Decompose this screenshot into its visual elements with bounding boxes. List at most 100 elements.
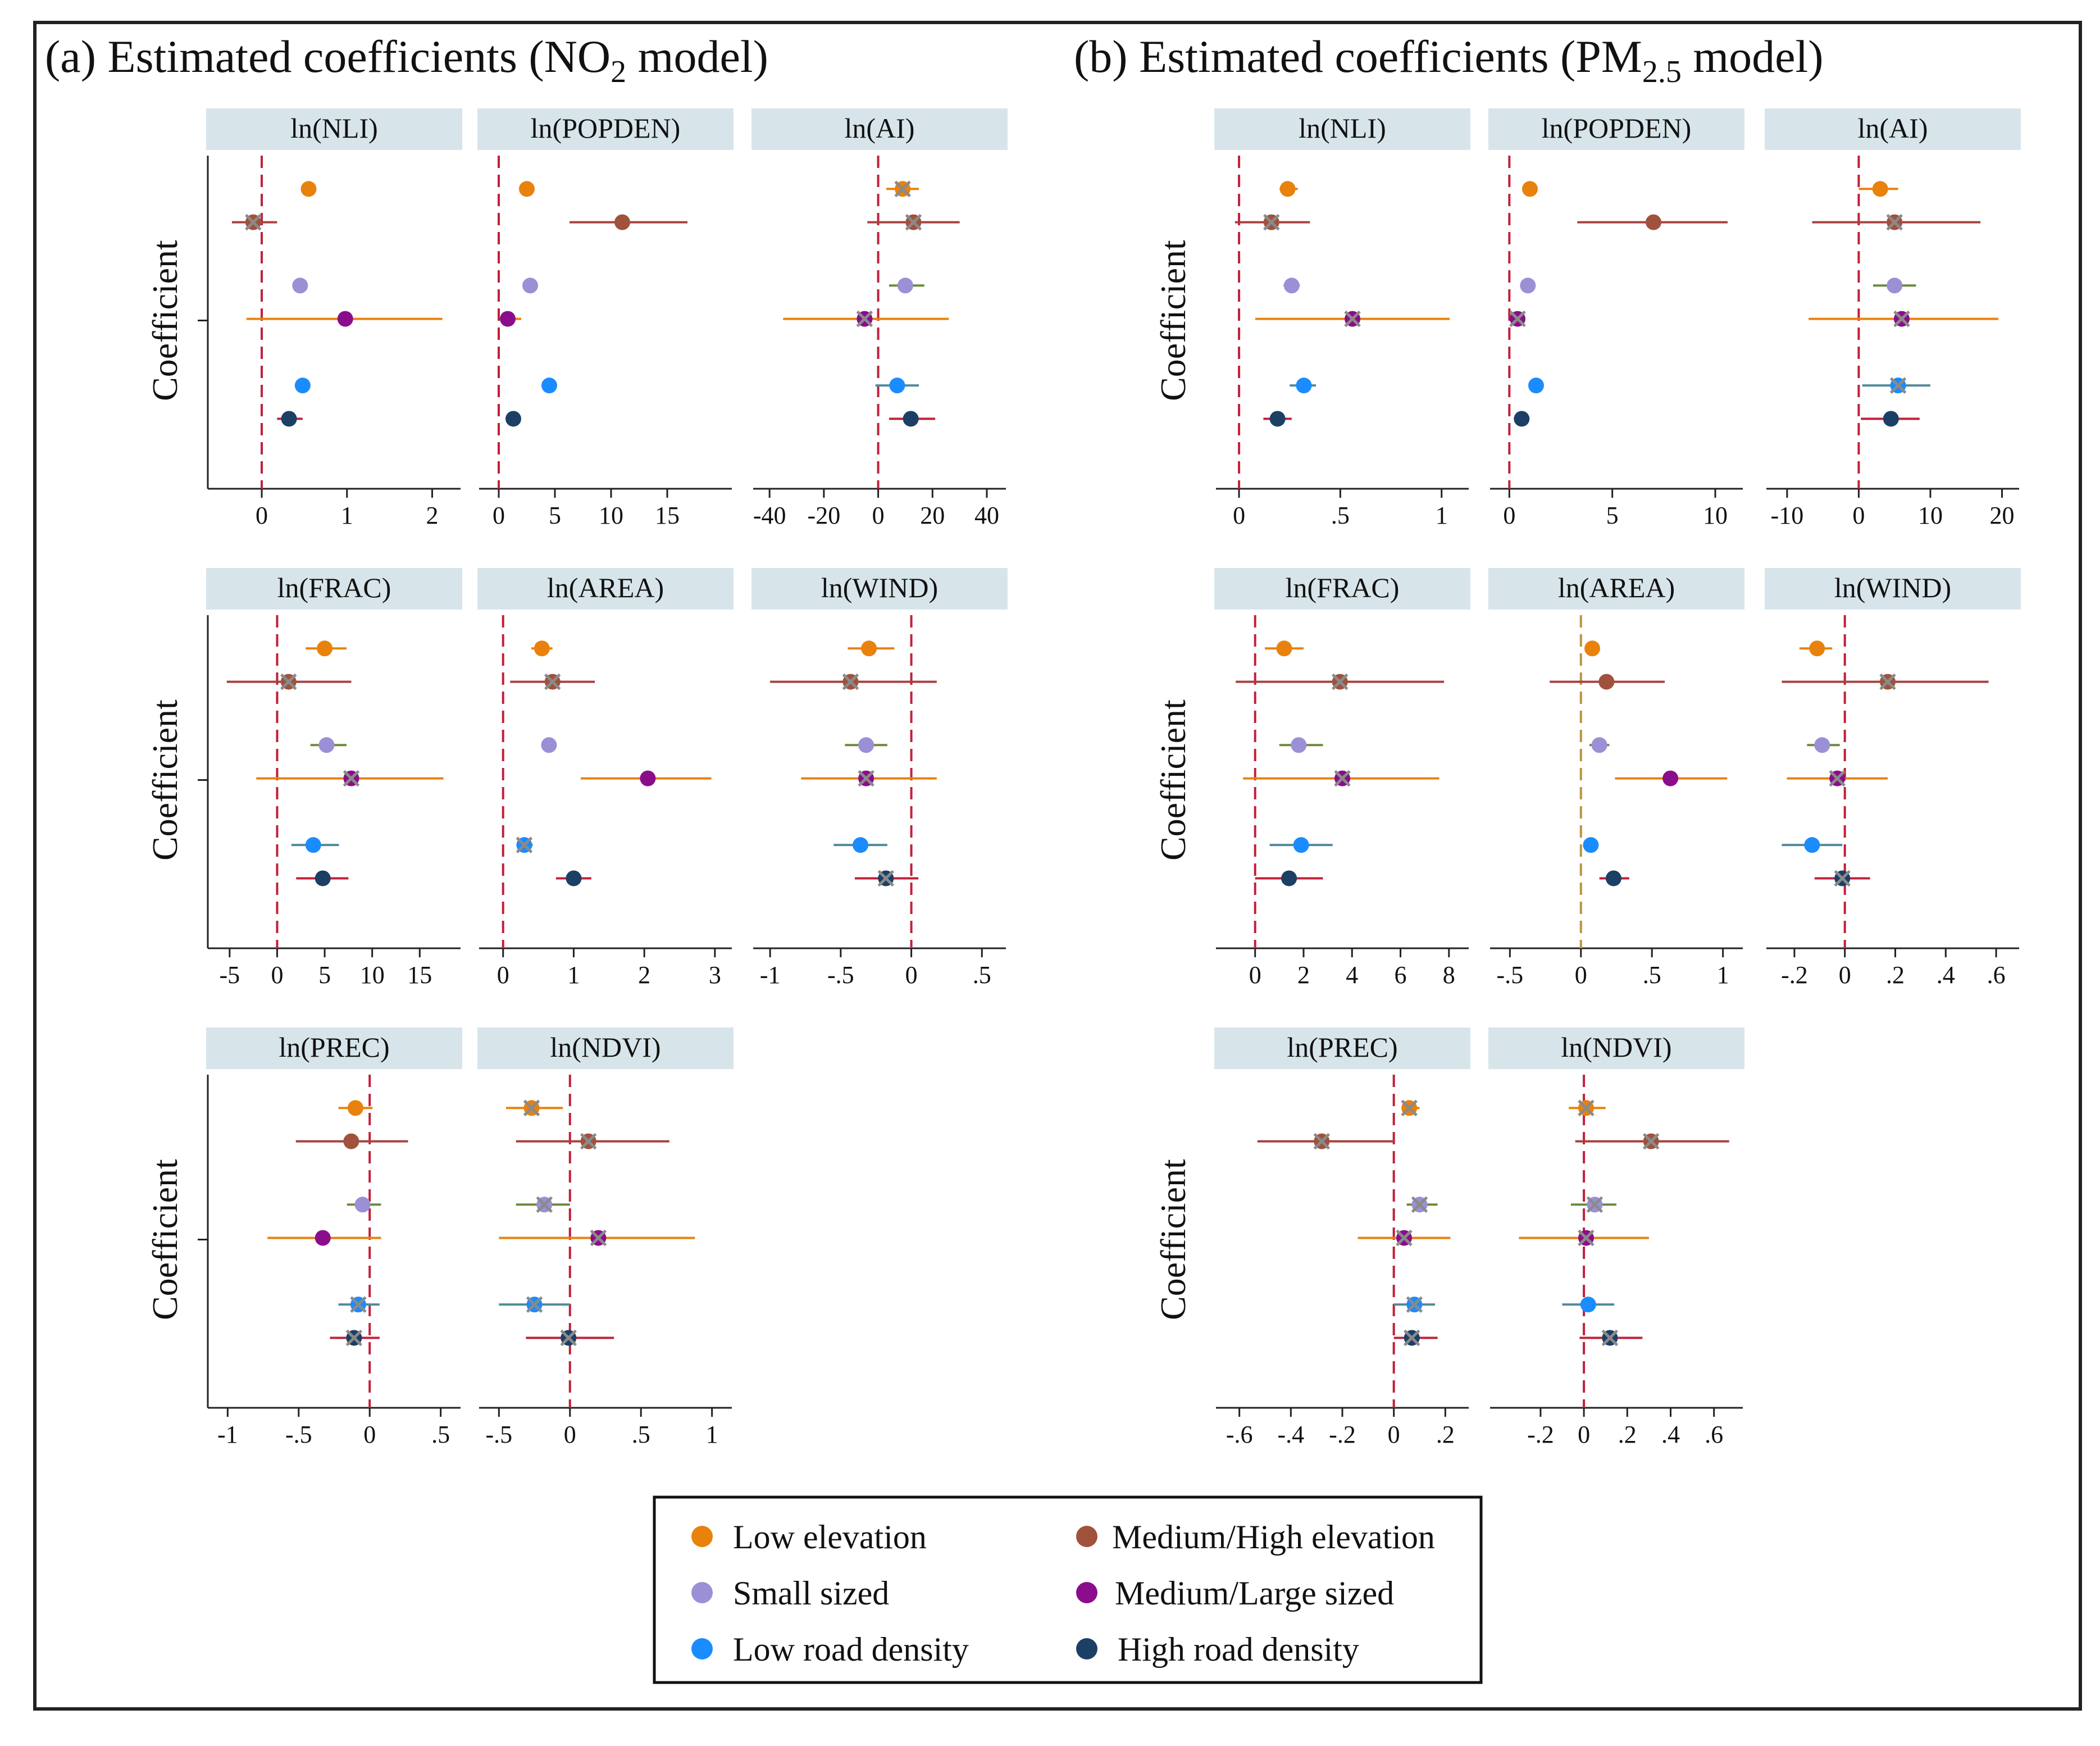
- chart-b-panel-ln-ndvi--strip-label: ln(NDVI): [1561, 1031, 1671, 1063]
- chart-b-panel-ln-area--strip: [1488, 568, 1744, 610]
- chart-a-panel-ln-ai--point-2: [897, 278, 913, 294]
- chart-a-panel-ln-prec-: ln(PREC) -1 -.5 0 .5: [206, 1027, 462, 1448]
- chart-a-panel-ln-nli--point-4: [294, 378, 311, 394]
- chart-b-panel-ln-ai--point-5: [1883, 411, 1899, 427]
- chart-a-panel-ln-prec--point-3: [315, 1230, 331, 1246]
- chart-a-panel-ln-popden--strip-label: ln(POPDEN): [531, 112, 681, 144]
- chart-a-panel-ln-area--insignificant-mark-4: [516, 836, 533, 853]
- chart-a-panel-ln-popden--point-4: [541, 378, 557, 394]
- chart-b-panel-ln-popden--point-4: [1528, 378, 1544, 394]
- chart-b-title: (b) Estimated coefficients (PM2.5 model): [1074, 31, 1824, 89]
- chart-b-panel-ln-prec--insignificant-mark-5: [1403, 1329, 1420, 1347]
- chart-b-panel-ln-wind--insignificant-mark-3: [1829, 770, 1846, 787]
- chart-a-panel-ln-popden--point-5: [505, 411, 521, 427]
- chart-a-panel-ln-nli--point-0: [300, 181, 317, 197]
- chart-b-panel-ln-frac--point-5: [1281, 870, 1297, 886]
- chart-b-panel-ln-frac-: ln(FRAC) 0 2 4 6 8: [1214, 568, 1470, 989]
- chart-b-panel-ln-wind--x-tick-label: 0: [1839, 961, 1851, 989]
- chart-a-panel-ln-ndvi--x-tick-label: .5: [632, 1421, 650, 1448]
- chart-b-panel-ln-nli--strip: [1214, 108, 1470, 150]
- chart-a-panel-ln-prec--insignificant-mark-4: [350, 1296, 367, 1313]
- chart-a-panel-ln-wind--insignificant-mark-5: [877, 870, 895, 887]
- chart-a-panel-ln-ai--strip-label: ln(AI): [845, 112, 915, 144]
- chart-a-panel-ln-nli--x-tick-label: 0: [256, 502, 268, 529]
- chart-b-panel-ln-ndvi--x-tick-label: 0: [1578, 1421, 1590, 1448]
- chart-b-panel-ln-frac--strip: [1214, 568, 1470, 610]
- legend-marker-low-elevation: [691, 1526, 713, 1547]
- chart-b-panel-ln-ai-: ln(AI) -10 0 10 20: [1765, 108, 2021, 529]
- chart-b-panel-ln-frac--point-4: [1293, 837, 1309, 853]
- chart-a-panel-ln-area--point-0: [534, 640, 550, 657]
- legend-label-medium-large-sized: Medium/Large sized: [1115, 1575, 1394, 1612]
- chart-b-panel-ln-frac--insignificant-mark-1: [1331, 673, 1349, 690]
- chart-a-panel-ln-area--insignificant-mark-1: [544, 673, 561, 690]
- chart-b-panel-ln-prec--insignificant-mark-4: [1406, 1296, 1423, 1313]
- chart-a-panel-ln-area--x-tick-label: 1: [567, 961, 580, 989]
- chart-b-panel-ln-area--x-tick-label: -.5: [1497, 961, 1524, 989]
- chart-b-panel-ln-prec--strip: [1214, 1027, 1470, 1069]
- chart-b-panel-ln-wind--strip: [1765, 568, 2021, 610]
- chart-a-panel-ln-prec--insignificant-mark-5: [345, 1329, 363, 1347]
- chart-a-panel-ln-ai--strip: [751, 108, 1008, 150]
- chart-a-panel-ln-frac--x-tick-label: 10: [360, 961, 385, 989]
- chart-a-panel-ln-area--strip: [477, 568, 734, 610]
- chart-b-row2-y-axis-label: Coefficient: [1153, 1159, 1193, 1320]
- chart-b-panel-ln-wind--point-2: [1814, 737, 1830, 753]
- chart-b-panel-ln-ai--insignificant-mark-1: [1886, 213, 1903, 231]
- chart-a-panel-ln-frac--x-tick-label: -5: [220, 961, 240, 989]
- chart-a-panel-ln-nli--point-2: [292, 278, 308, 294]
- chart-b-panel-ln-prec--x-tick-label: -.6: [1226, 1421, 1253, 1448]
- chart-b-panel-ln-prec-: ln(PREC) -.6 -.4 -.2 0 .2: [1214, 1027, 1470, 1448]
- chart-a-panel-ln-wind--point-4: [853, 837, 869, 853]
- chart-b-panel-ln-ndvi--x-tick-label: .6: [1705, 1421, 1723, 1448]
- chart-b-panel-ln-nli--x-tick-label: 1: [1436, 502, 1448, 529]
- chart-b-panel-ln-frac--x-tick-label: 0: [1249, 961, 1261, 989]
- chart-b-panel-ln-frac--x-tick-label: 4: [1346, 961, 1358, 989]
- chart-a-panel-ln-ai--x-tick-label: 20: [920, 502, 945, 529]
- chart-a-panel-ln-popden-: ln(POPDEN) 0 5 10 15: [477, 108, 734, 529]
- chart-a-panel-ln-ai--point-5: [903, 411, 919, 427]
- chart-b-panel-ln-frac--strip-label: ln(FRAC): [1286, 572, 1400, 603]
- chart-a-panel-ln-nli-: ln(NLI) 0 1 2: [206, 108, 462, 529]
- chart-a-panel-ln-prec--x-tick-label: .5: [431, 1421, 450, 1448]
- chart-b-panel-ln-ai--strip-label: ln(AI): [1858, 112, 1928, 144]
- chart-a-panel-ln-area--point-3: [640, 770, 656, 786]
- chart-a-panel-ln-area--point-2: [541, 737, 557, 753]
- chart-b-panel-ln-popden--x-tick-label: 5: [1606, 502, 1619, 529]
- chart-a-panel-ln-prec--x-tick-label: -.5: [285, 1421, 312, 1448]
- chart-a-panel-ln-prec--point-0: [347, 1100, 363, 1116]
- chart-a-panel-ln-ndvi--insignificant-mark-5: [560, 1329, 577, 1347]
- chart-a-panel-ln-ai--x-tick-label: 40: [974, 502, 999, 529]
- chart-a-panel-ln-wind--x-tick-label: -1: [760, 961, 781, 989]
- legend-label-low-road-density: Low road density: [733, 1631, 969, 1668]
- legend-marker-medium-high-elevation: [1076, 1526, 1097, 1547]
- chart-b-panel-ln-prec--insignificant-mark-0: [1401, 1099, 1418, 1117]
- chart-b-panel-ln-prec--x-tick-label: .2: [1436, 1421, 1455, 1448]
- chart-b-panel-ln-ai--point-2: [1887, 278, 1903, 294]
- chart-a-panel-ln-ndvi--x-tick-label: -.5: [486, 1421, 513, 1448]
- figure-border: [33, 21, 2082, 1711]
- chart-b-panel-ln-wind--x-tick-label: .2: [1886, 961, 1905, 989]
- chart-a-panel-ln-popden--point-2: [522, 278, 538, 294]
- chart-b-panel-ln-nli--insignificant-mark-3: [1344, 310, 1361, 328]
- chart-b-panel-ln-ndvi--insignificant-mark-3: [1578, 1229, 1595, 1247]
- chart-a-panel-ln-frac--point-2: [318, 737, 335, 753]
- chart-b-panel-ln-nli--point-2: [1283, 278, 1300, 294]
- chart-a-panel-ln-popden--x-tick-label: 5: [549, 502, 561, 529]
- chart-b-panel-ln-wind--insignificant-mark-1: [1879, 673, 1896, 690]
- chart-b-panel-ln-ai--x-tick-label: 10: [1918, 502, 1943, 529]
- legend-label-high-road-density: High road density: [1118, 1631, 1359, 1668]
- chart-b-panel-ln-wind--x-tick-label: .4: [1937, 961, 1955, 989]
- chart-b-panel-ln-prec--strip-label: ln(PREC): [1287, 1031, 1397, 1063]
- chart-b-panel-ln-nli--x-tick-label: .5: [1331, 502, 1350, 529]
- plot-area: Coefficient Coefficient Coefficient ln(NLI)…: [145, 108, 2021, 1448]
- chart-b-panel-ln-wind--strip-label: ln(WIND): [1834, 572, 1951, 603]
- chart-a-panel-ln-ndvi-: ln(NDVI) -.5 0 .5 1: [477, 1027, 734, 1448]
- chart-b-panel-ln-nli-: ln(NLI) 0 .5 1: [1214, 108, 1470, 529]
- chart-b-panel-ln-area--x-tick-label: 0: [1575, 961, 1587, 989]
- chart-b-panel-ln-ndvi-: ln(NDVI) -.2 0 .2 .4 .6: [1488, 1027, 1744, 1448]
- chart-a-panel-ln-nli--x-tick-label: 2: [426, 502, 438, 529]
- chart-b-panel-ln-popden--insignificant-mark-3: [1509, 310, 1526, 328]
- chart-a-panel-ln-ai--x-tick-label: -20: [808, 502, 841, 529]
- chart-a-panel-ln-ndvi--insignificant-mark-2: [536, 1196, 553, 1213]
